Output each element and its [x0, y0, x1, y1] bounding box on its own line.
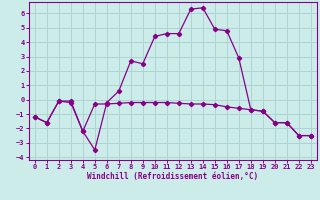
X-axis label: Windchill (Refroidissement éolien,°C): Windchill (Refroidissement éolien,°C) — [87, 172, 258, 181]
